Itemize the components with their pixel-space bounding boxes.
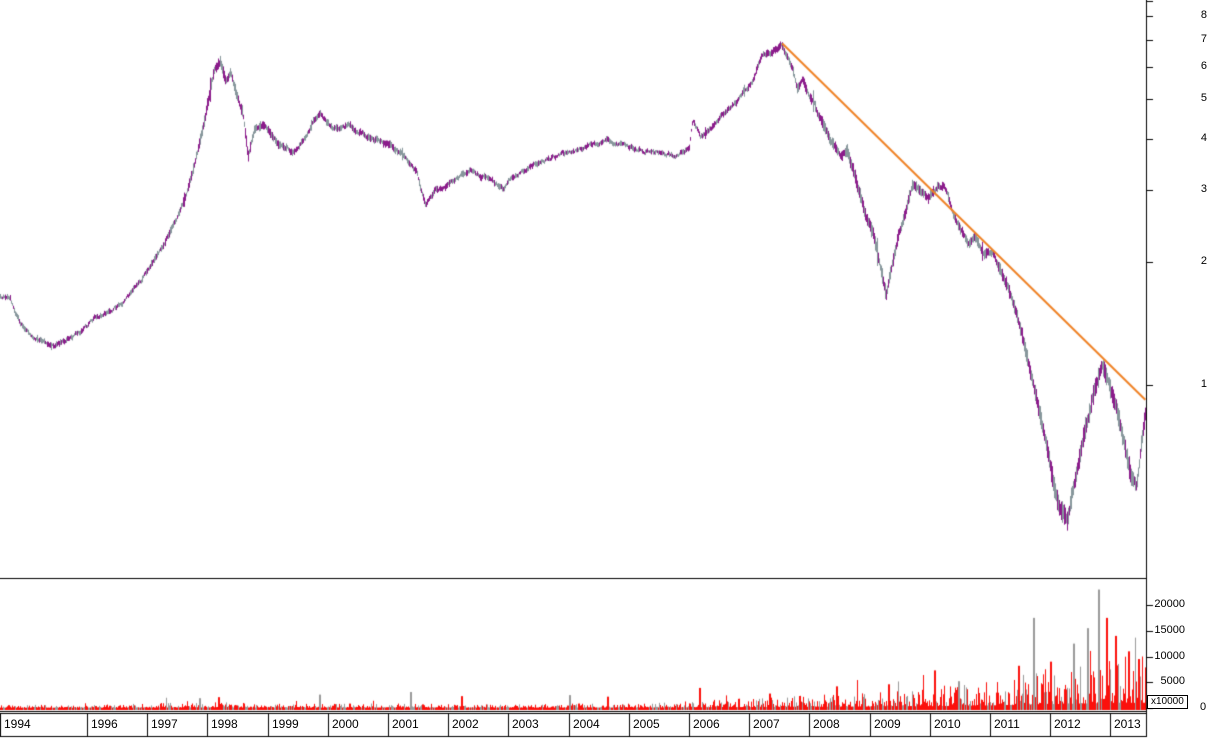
year-label: 2013 (1114, 717, 1141, 731)
year-label: 2006 (693, 717, 720, 731)
year-label: 2010 (934, 717, 961, 731)
year-label: 2001 (392, 717, 419, 731)
volume-axis-label: 15000 (1154, 624, 1185, 636)
price-axis-label: 3 (1200, 183, 1207, 195)
year-label: 1997 (151, 717, 178, 731)
volume-axis-label: 10000 (1154, 650, 1185, 662)
year-label: 2005 (633, 717, 660, 731)
volume-axis-label: 0 (1200, 701, 1207, 713)
price-axis-label: 5 (1200, 92, 1207, 104)
year-label: 1999 (272, 717, 299, 731)
year-label: 2002 (452, 717, 479, 731)
year-label: 1996 (91, 717, 118, 731)
year-label: 2012 (1054, 717, 1081, 731)
year-label: 2008 (813, 717, 840, 731)
year-label: 2004 (573, 717, 600, 731)
price-axis-label: 8 (1200, 9, 1207, 21)
price-axis-label: 6 (1200, 60, 1207, 72)
year-label: 1998 (211, 717, 238, 731)
volume-axis-label: 20000 (1154, 598, 1185, 610)
volume-axis-label: 5000 (1160, 675, 1185, 687)
year-label: 1994 (4, 717, 31, 731)
price-axis-label: 2 (1200, 255, 1207, 267)
volume-scale-badge: x10000 (1147, 695, 1188, 709)
year-label: 2007 (753, 717, 780, 731)
year-label: 2011 (994, 717, 1020, 731)
price-axis-label: 1 (1200, 378, 1207, 390)
year-label: 2009 (874, 717, 901, 731)
price-axis-label: 4 (1200, 132, 1207, 144)
year-label: 2000 (332, 717, 359, 731)
year-label: 2003 (512, 717, 539, 731)
price-axis-label: 7 (1200, 33, 1207, 45)
